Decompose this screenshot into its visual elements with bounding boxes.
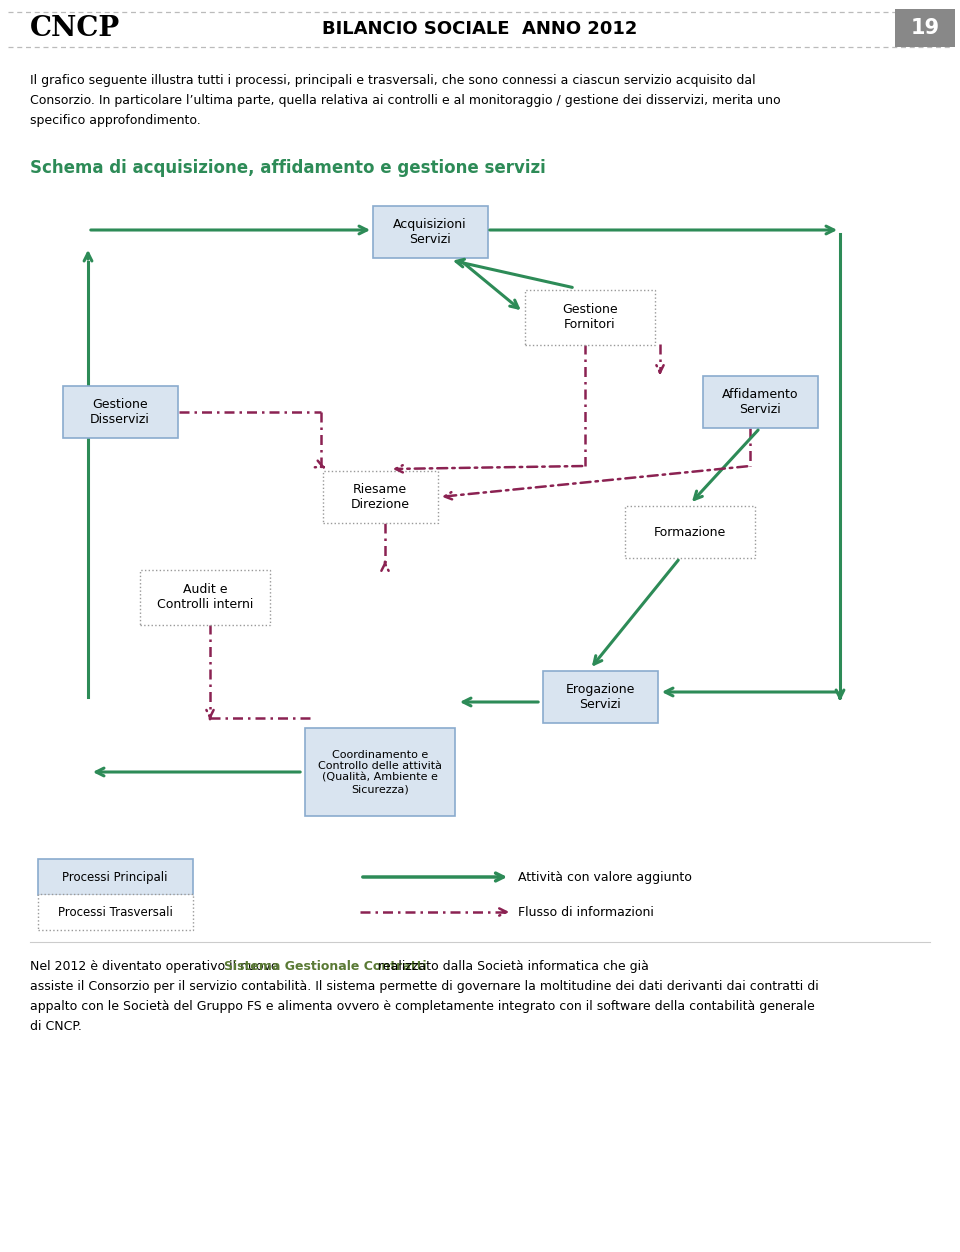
FancyBboxPatch shape bbox=[542, 671, 658, 722]
Text: Nel 2012 è diventato operativo il nuovo: Nel 2012 è diventato operativo il nuovo bbox=[30, 960, 282, 973]
Text: 19: 19 bbox=[910, 18, 940, 38]
Text: Gestione
Disservizi: Gestione Disservizi bbox=[90, 398, 150, 426]
FancyBboxPatch shape bbox=[37, 894, 193, 930]
Text: CNCP: CNCP bbox=[30, 15, 120, 43]
Text: BILANCIO SOCIALE  ANNO 2012: BILANCIO SOCIALE ANNO 2012 bbox=[323, 20, 637, 38]
Text: Audit e
Controlli interni: Audit e Controlli interni bbox=[156, 583, 253, 611]
Text: Schema di acquisizione, affidamento e gestione servizi: Schema di acquisizione, affidamento e ge… bbox=[30, 159, 545, 177]
FancyBboxPatch shape bbox=[62, 386, 178, 438]
FancyBboxPatch shape bbox=[895, 9, 955, 48]
Text: di CNCP.: di CNCP. bbox=[30, 1020, 82, 1033]
FancyBboxPatch shape bbox=[703, 376, 818, 428]
Text: specifico approfondimento.: specifico approfondimento. bbox=[30, 114, 201, 126]
Text: Sistema Gestionale Contratti: Sistema Gestionale Contratti bbox=[224, 960, 426, 973]
Text: Formazione: Formazione bbox=[654, 526, 726, 538]
FancyBboxPatch shape bbox=[525, 289, 655, 344]
Text: Processi Principali: Processi Principali bbox=[62, 870, 168, 884]
Text: appalto con le Società del Gruppo FS e alimenta ovvero è completamente integrato: appalto con le Società del Gruppo FS e a… bbox=[30, 1000, 815, 1013]
Text: Acquisizioni
Servizi: Acquisizioni Servizi bbox=[394, 218, 467, 245]
Text: Il grafico seguente illustra tutti i processi, principali e trasversali, che son: Il grafico seguente illustra tutti i pro… bbox=[30, 74, 756, 86]
FancyBboxPatch shape bbox=[323, 471, 438, 523]
FancyBboxPatch shape bbox=[625, 506, 755, 558]
FancyBboxPatch shape bbox=[305, 727, 455, 816]
Text: Riesame
Direzione: Riesame Direzione bbox=[350, 483, 410, 511]
Text: Coordinamento e
Controllo delle attività
(Qualità, Ambiente e
Sicurezza): Coordinamento e Controllo delle attività… bbox=[318, 750, 442, 795]
FancyBboxPatch shape bbox=[140, 570, 270, 625]
Text: Flusso di informazioni: Flusso di informazioni bbox=[518, 905, 654, 919]
Text: Gestione
Fornitori: Gestione Fornitori bbox=[563, 303, 618, 331]
FancyBboxPatch shape bbox=[372, 207, 488, 258]
Text: Attività con valore aggiunto: Attività con valore aggiunto bbox=[518, 870, 692, 884]
FancyBboxPatch shape bbox=[37, 859, 193, 895]
Text: assiste il Consorzio per il servizio contabilità. Il sistema permette di governa: assiste il Consorzio per il servizio con… bbox=[30, 980, 819, 993]
Text: realizzato dalla Società informatica che già: realizzato dalla Società informatica che… bbox=[373, 960, 649, 973]
Text: Consorzio. In particolare l’ultima parte, quella relativa ai controlli e al moni: Consorzio. In particolare l’ultima parte… bbox=[30, 94, 780, 106]
Text: Affidamento
Servizi: Affidamento Servizi bbox=[722, 388, 799, 416]
Text: Processi Trasversali: Processi Trasversali bbox=[58, 905, 173, 919]
Text: Erogazione
Servizi: Erogazione Servizi bbox=[565, 684, 635, 711]
